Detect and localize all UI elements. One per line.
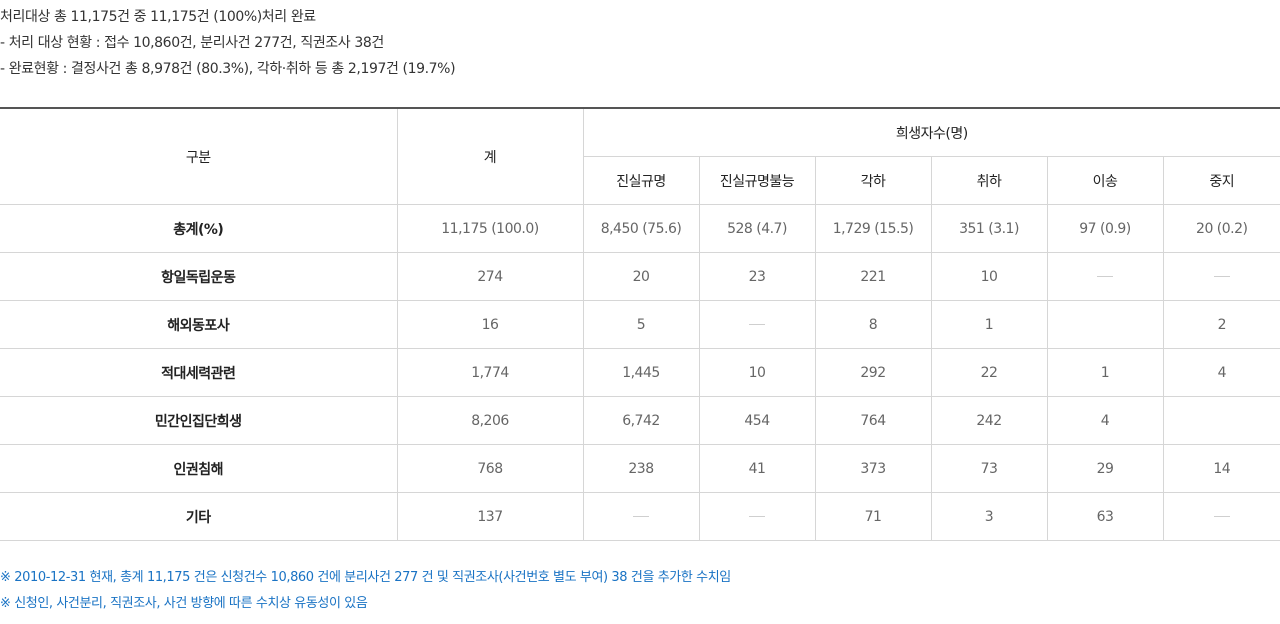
cell-truth-unresolved: 454 [699, 396, 816, 445]
cell-transferred: 63 [1047, 492, 1164, 541]
table-row: 항일독립운동 274 20 23 221 10 [0, 252, 1280, 301]
cell-withdrawn: 22 [931, 348, 1048, 397]
header-truth-unresolved: 진실규명불능 [699, 156, 816, 205]
dash-mark [749, 324, 765, 325]
cell-truth-unresolved: 10 [699, 348, 816, 397]
table-row: 해외동포사 16 5 8 1 2 [0, 300, 1280, 349]
cell-withdrawn: 242 [931, 396, 1048, 445]
cell-suspended: 14 [1163, 444, 1280, 493]
cell-transferred [1047, 300, 1164, 349]
cell-transferred: 29 [1047, 444, 1164, 493]
summary-line-total: 처리대상 총 11,175건 중 11,175건 (100%)처리 완료 [0, 9, 316, 25]
table-row: 기타 137 71 3 63 [0, 492, 1280, 541]
dash-mark [1097, 276, 1113, 277]
cell-truth-unresolved: 41 [699, 444, 816, 493]
summary-line-targets: - 처리 대상 현황 : 접수 10,860건, 분리사건 277건, 직권조사… [0, 35, 384, 51]
table-row: 적대세력관련 1,774 1,445 10 292 22 1 4 [0, 348, 1280, 397]
row-label: 기타 [0, 492, 398, 541]
row-label: 항일독립운동 [0, 252, 398, 301]
cell-total: 274 [397, 252, 584, 301]
row-label: 해외동포사 [0, 300, 398, 349]
row-label: 총계(%) [0, 204, 398, 253]
header-truth-found: 진실규명 [583, 156, 700, 205]
cell-truth-found: 238 [583, 444, 700, 493]
row-label: 민간인집단희생 [0, 396, 398, 445]
table-body: 총계(%) 11,175 (100.0) 8,450 (75.6) 528 (4.7)… [0, 204, 1280, 541]
cell-truth-found: 6,742 [583, 396, 700, 445]
header-victims: 희생자수(명) [583, 108, 1280, 157]
cell-truth-found: 1,445 [583, 348, 700, 397]
header-category: 구분 [0, 108, 398, 205]
footnote-1: ※ 2010-12-31 현재, 총계 11,175 건은 신청건수 10,86… [0, 570, 731, 585]
table-row: 총계(%) 11,175 (100.0) 8,450 (75.6) 528 (4.7)… [0, 204, 1280, 253]
cell-dismissed: 373 [815, 444, 932, 493]
table-row: 인권침해 768 238 41 373 73 29 14 [0, 444, 1280, 493]
cell-transferred: 4 [1047, 396, 1164, 445]
cell-transferred: 1 [1047, 348, 1164, 397]
cell-transferred [1047, 252, 1164, 301]
statistics-table: 구분 계 희생자수(명) 진실규명 진실규명불능 각하 취하 이송 중지 총계(… [0, 107, 1280, 541]
cell-suspended [1163, 396, 1280, 445]
cell-truth-unresolved [699, 300, 816, 349]
cell-truth-unresolved: 23 [699, 252, 816, 301]
cell-withdrawn: 10 [931, 252, 1048, 301]
header-dismissed: 각하 [815, 156, 932, 205]
footnote-2: ※ 신청인, 사건분리, 직권조사, 사건 방향에 따른 수치상 유동성이 있음 [0, 596, 368, 611]
cell-suspended [1163, 492, 1280, 541]
cell-truth-found: 5 [583, 300, 700, 349]
table-row: 민간인집단희생 8,206 6,742 454 764 242 4 [0, 396, 1280, 445]
dash-mark [749, 516, 765, 517]
header-suspended: 중지 [1163, 156, 1280, 205]
header-total: 계 [397, 108, 584, 205]
summary-line-completed: - 완료현황 : 결정사건 총 8,978건 (80.3%), 각하·취하 등 … [0, 61, 456, 77]
cell-dismissed: 221 [815, 252, 932, 301]
cell-suspended: 2 [1163, 300, 1280, 349]
cell-total: 768 [397, 444, 584, 493]
dash-mark [1213, 276, 1230, 277]
cell-suspended: 20 (0.2) [1163, 204, 1280, 253]
header-row-1: 구분 계 희생자수(명) [0, 108, 1280, 205]
cell-withdrawn: 351 (3.1) [931, 204, 1048, 253]
cell-dismissed: 8 [815, 300, 932, 349]
cell-truth-found: 20 [583, 252, 700, 301]
cell-total: 137 [397, 492, 584, 541]
cell-withdrawn: 3 [931, 492, 1048, 541]
cell-withdrawn: 73 [931, 444, 1048, 493]
dash-mark [1213, 516, 1230, 517]
cell-truth-unresolved: 528 (4.7) [699, 204, 816, 253]
cell-truth-unresolved [699, 492, 816, 541]
cell-transferred: 97 (0.9) [1047, 204, 1164, 253]
cell-total: 11,175 (100.0) [397, 204, 584, 253]
cell-suspended: 4 [1163, 348, 1280, 397]
cell-dismissed: 292 [815, 348, 932, 397]
cell-dismissed: 71 [815, 492, 932, 541]
summary-block: 처리대상 총 11,175건 중 11,175건 (100%)처리 완료 - 처… [0, 4, 456, 82]
cell-dismissed: 764 [815, 396, 932, 445]
cell-truth-found [583, 492, 700, 541]
header-row-2: 진실규명 진실규명불능 각하 취하 이송 중지 [0, 156, 1280, 205]
row-label: 인권침해 [0, 444, 398, 493]
cell-truth-found: 8,450 (75.6) [583, 204, 700, 253]
footnotes: ※ 2010-12-31 현재, 총계 11,175 건은 신청건수 10,86… [0, 565, 731, 617]
cell-total: 16 [397, 300, 584, 349]
cell-total: 1,774 [397, 348, 584, 397]
cell-suspended [1163, 252, 1280, 301]
cell-total: 8,206 [397, 396, 584, 445]
header-transferred: 이송 [1047, 156, 1164, 205]
cell-withdrawn: 1 [931, 300, 1048, 349]
header-withdrawn: 취하 [931, 156, 1048, 205]
dash-mark [633, 516, 649, 517]
cell-dismissed: 1,729 (15.5) [815, 204, 932, 253]
row-label: 적대세력관련 [0, 348, 398, 397]
